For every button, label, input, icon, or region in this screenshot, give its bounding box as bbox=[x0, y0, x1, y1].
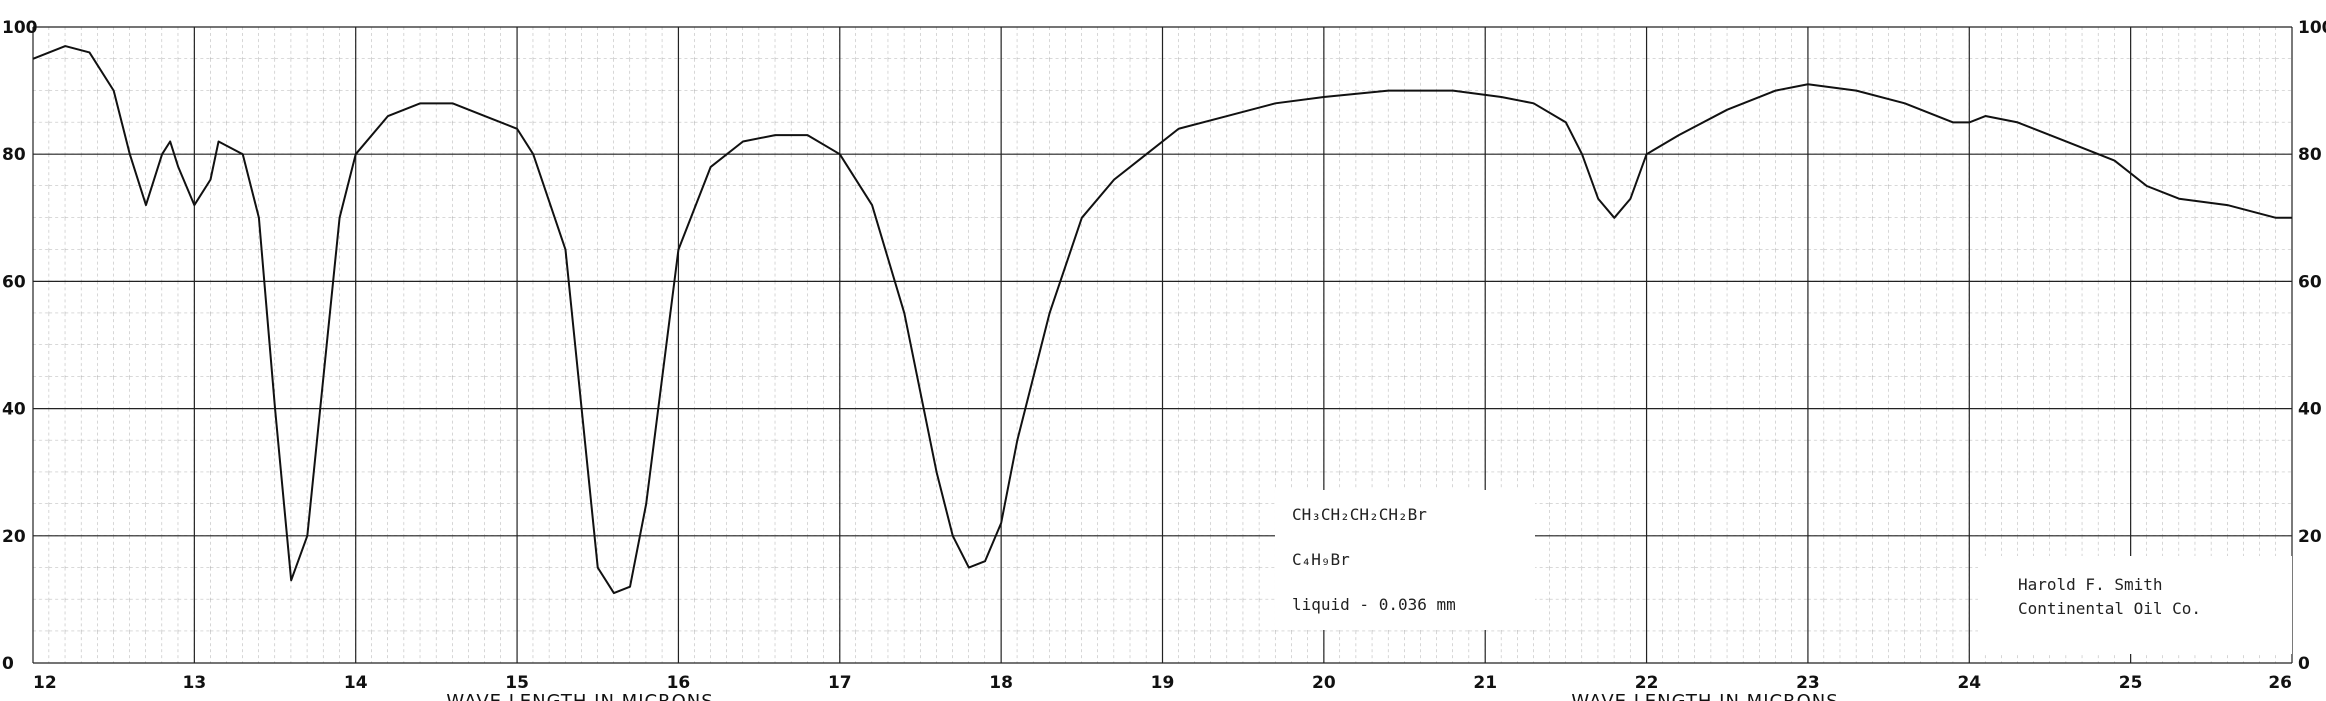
y-tick-label-right: 20 bbox=[2298, 527, 2322, 547]
y-tick-label: 20 bbox=[2, 527, 26, 547]
x-tick-label: 22 bbox=[1635, 673, 1659, 693]
y-tick-label-right: 60 bbox=[2298, 272, 2322, 292]
y-tick-label-right: 100 bbox=[2298, 18, 2326, 38]
credit-name: Harold F. Smith bbox=[2018, 575, 2163, 594]
x-tick-label: 23 bbox=[1796, 673, 1820, 693]
grid bbox=[32, 26, 2293, 664]
spectrum-line bbox=[32, 45, 2292, 595]
x-tick-label: 14 bbox=[344, 673, 368, 693]
y-tick-label-right: 80 bbox=[2298, 145, 2322, 165]
y-tick-label: 0 bbox=[2, 654, 14, 674]
y-tick-label: 100 bbox=[2, 18, 38, 38]
y-tick-label: 60 bbox=[2, 272, 26, 292]
y-tick-label: 80 bbox=[2, 145, 26, 165]
credit-box bbox=[1978, 556, 2292, 654]
formula-short: C₄H₉Br bbox=[1292, 550, 1350, 569]
x-axis-title: WAVE LENGTH IN MICRONS bbox=[1571, 691, 1838, 701]
x-tick-label: 18 bbox=[989, 673, 1013, 693]
y-tick-label: 40 bbox=[2, 400, 26, 420]
x-tick-label: 24 bbox=[1957, 673, 1981, 693]
x-tick-label: 12 bbox=[33, 673, 57, 693]
x-tick-label: 25 bbox=[2119, 673, 2143, 693]
credit-org: Continental Oil Co. bbox=[2018, 599, 2201, 618]
plot bbox=[32, 45, 2292, 595]
x-tick-label: 20 bbox=[1312, 673, 1336, 693]
formula: CH₃CH₂CH₂CH₂Br bbox=[1292, 505, 1427, 524]
annotation-box bbox=[1275, 490, 1535, 630]
x-tick-label: 19 bbox=[1151, 673, 1175, 693]
y-tick-label-right: 40 bbox=[2298, 400, 2322, 420]
x-tick-label: 17 bbox=[828, 673, 852, 693]
x-axis-title: WAVE LENGTH IN MICRONS bbox=[446, 691, 713, 701]
y-tick-label-right: 0 bbox=[2298, 654, 2310, 674]
sample-note: liquid - 0.036 mm bbox=[1292, 595, 1456, 614]
x-tick-label: 21 bbox=[1473, 673, 1497, 693]
x-tick-label: 13 bbox=[183, 673, 207, 693]
x-tick-label: 16 bbox=[667, 673, 691, 693]
x-tick-label: 26 bbox=[2268, 673, 2292, 693]
x-tick-label: 15 bbox=[505, 673, 529, 693]
